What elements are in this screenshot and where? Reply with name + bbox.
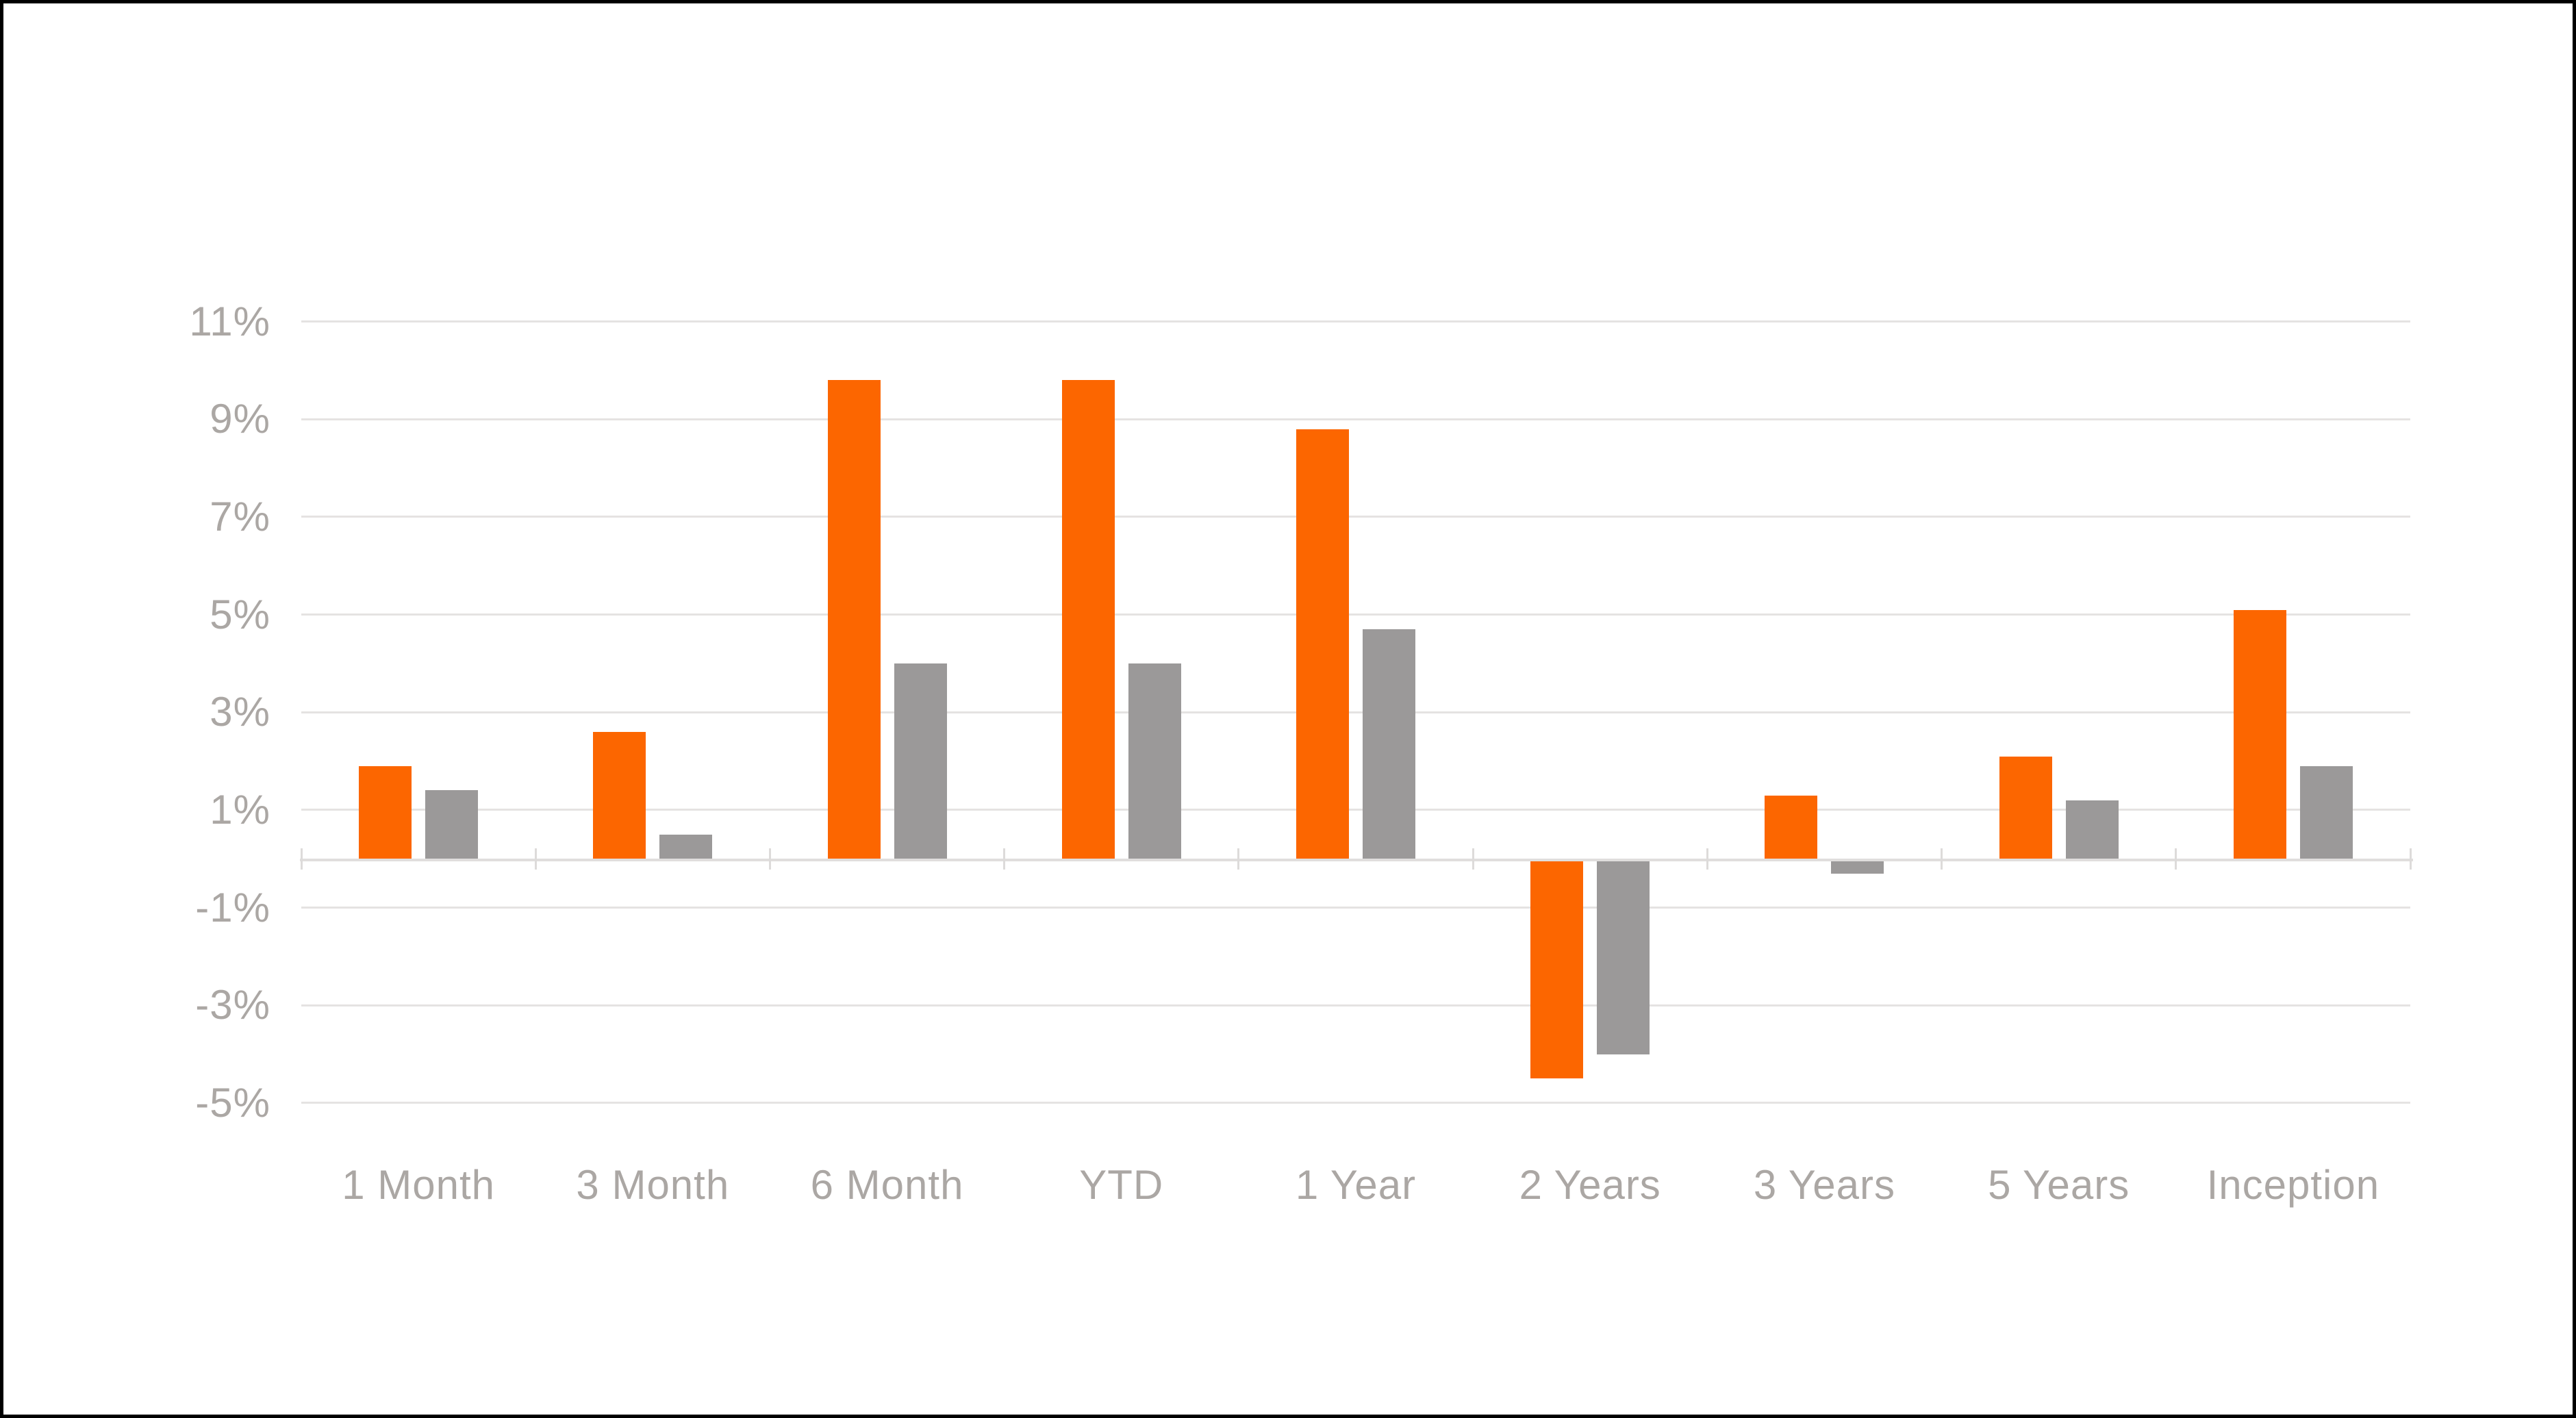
gridline-11% — [301, 320, 2410, 323]
x-axis-category-label: 3 Month — [576, 1162, 730, 1208]
performance-bar-chart: 11% 9% 7% 5% 3% 1% -1% -3% -5% 1 Month 3 Month 6 M… — [3, 3, 2573, 1415]
gray-series-bar-5 Years — [2065, 800, 2119, 859]
x-axis-tick — [2409, 848, 2412, 870]
orange-series-bar-YTD — [1061, 380, 1115, 859]
y-axis-tick-label: -5% — [195, 1079, 270, 1126]
gridline--3% — [301, 1004, 2410, 1006]
x-axis-tick — [2175, 848, 2177, 870]
y-axis-tick-label: -3% — [195, 982, 270, 1028]
gridline-9% — [301, 418, 2410, 420]
y-axis-tick-label: -1% — [195, 884, 270, 930]
gray-series-bar-3 Years — [1831, 861, 1884, 874]
x-axis-tick — [1706, 848, 1708, 870]
gridline--1% — [301, 907, 2410, 909]
x-axis-category-label: 5 Years — [1988, 1162, 2130, 1208]
orange-series-bar-3 Month — [593, 731, 646, 859]
x-axis-tick — [1472, 848, 1474, 870]
gray-series-bar-2 Years — [1597, 861, 1650, 1054]
x-axis-tick — [1941, 848, 1943, 870]
gray-series-bar-1 Year — [1363, 629, 1415, 859]
y-axis-tick-label: 9% — [210, 396, 270, 442]
orange-series-bar-2 Years — [1530, 861, 1584, 1079]
orange-series-bar-Inception — [2233, 609, 2286, 859]
x-axis-category-label: 1 Month — [342, 1162, 495, 1208]
x-axis-category-label: Inception — [2206, 1162, 2380, 1208]
gray-series-bar-Inception — [2299, 765, 2353, 859]
x-axis-tick — [1003, 848, 1006, 870]
x-axis-category-label: 1 Year — [1295, 1162, 1417, 1208]
x-axis-category-label: 6 Month — [810, 1162, 964, 1208]
y-axis-tick-label: 11% — [189, 298, 270, 344]
gray-series-bar-6 Month — [894, 663, 947, 859]
orange-series-bar-1 Month — [359, 765, 412, 859]
x-axis-tick — [300, 848, 303, 870]
x-axis-tick — [768, 848, 771, 870]
gridline-3% — [301, 711, 2410, 713]
gridline-5% — [301, 613, 2410, 616]
y-axis-tick-label: 7% — [210, 493, 270, 540]
gray-series-bar-1 Month — [425, 790, 479, 859]
gridline-1% — [301, 809, 2410, 811]
x-axis-category-label: 2 Years — [1519, 1162, 1661, 1208]
x-axis-tick — [1237, 848, 1240, 870]
gridline--5% — [301, 1102, 2410, 1104]
y-axis-tick-label: 3% — [210, 689, 270, 735]
orange-series-bar-3 Years — [1765, 795, 1818, 859]
orange-series-bar-5 Years — [1999, 756, 2052, 859]
orange-series-bar-1 Year — [1296, 429, 1349, 859]
gray-series-bar-3 Month — [659, 834, 713, 859]
x-axis-category-label: YTD — [1079, 1162, 1164, 1208]
x-axis-baseline — [300, 859, 2413, 862]
gridline-7% — [301, 516, 2410, 518]
orange-series-bar-6 Month — [827, 380, 881, 859]
y-axis-tick-label: 1% — [210, 786, 270, 833]
x-axis-category-label: 3 Years — [1753, 1162, 1896, 1208]
gray-series-bar-YTD — [1128, 663, 1181, 859]
y-axis-tick-label: 5% — [210, 591, 270, 637]
x-axis-tick — [534, 848, 537, 870]
